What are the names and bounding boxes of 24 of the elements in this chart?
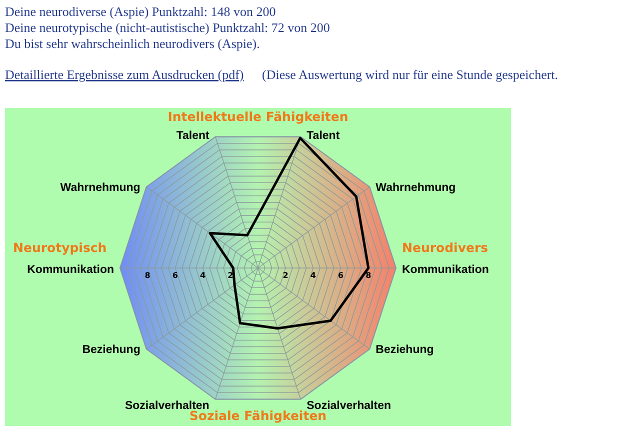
spoke-label: Beziehung	[82, 344, 140, 356]
y-tick-label: 4	[310, 271, 316, 280]
text: (Diese Auswertung wird nur für eine Stunde gespeichert.	[262, 67, 558, 82]
spoke-label: Wahrnehmung	[376, 182, 456, 194]
text: Intellektuelle Fähigkeiten	[168, 109, 348, 124]
y-tick-label: 6	[172, 271, 178, 280]
spoke-label: Kommunikation	[27, 264, 114, 276]
spoke-label: Talent	[176, 130, 210, 142]
y-tick-label: 8	[144, 271, 151, 280]
spoke-label: Beziehung	[376, 344, 434, 356]
text: Detaillierte Ergebnisse zum Ausdrucken (pdf)	[5, 67, 244, 82]
text: Neurodivers	[402, 240, 488, 255]
text: Du bist sehr wahrscheinlich neurodivers (Aspie).	[5, 36, 260, 51]
spoke-label: Wahrnehmung	[60, 182, 140, 194]
chart-subtitle: Deine neurotypische (nicht-autistische) Punktzahl: 72 von 200	[5, 20, 330, 35]
spoke-label: Kommunikation	[402, 264, 489, 276]
chart-title: Deine neurodiverse (Aspie) Punktzahl: 148 von 200	[5, 4, 276, 19]
y-tick-label: 8	[366, 271, 372, 280]
y-tick-label: 6	[338, 271, 344, 280]
y-tick-label: 2	[282, 271, 288, 280]
text: Neurotypisch	[13, 240, 107, 255]
y-tick-label: 4	[200, 271, 206, 280]
y-tick-label: 2	[228, 271, 234, 280]
spoke-label: Talent	[306, 130, 340, 142]
